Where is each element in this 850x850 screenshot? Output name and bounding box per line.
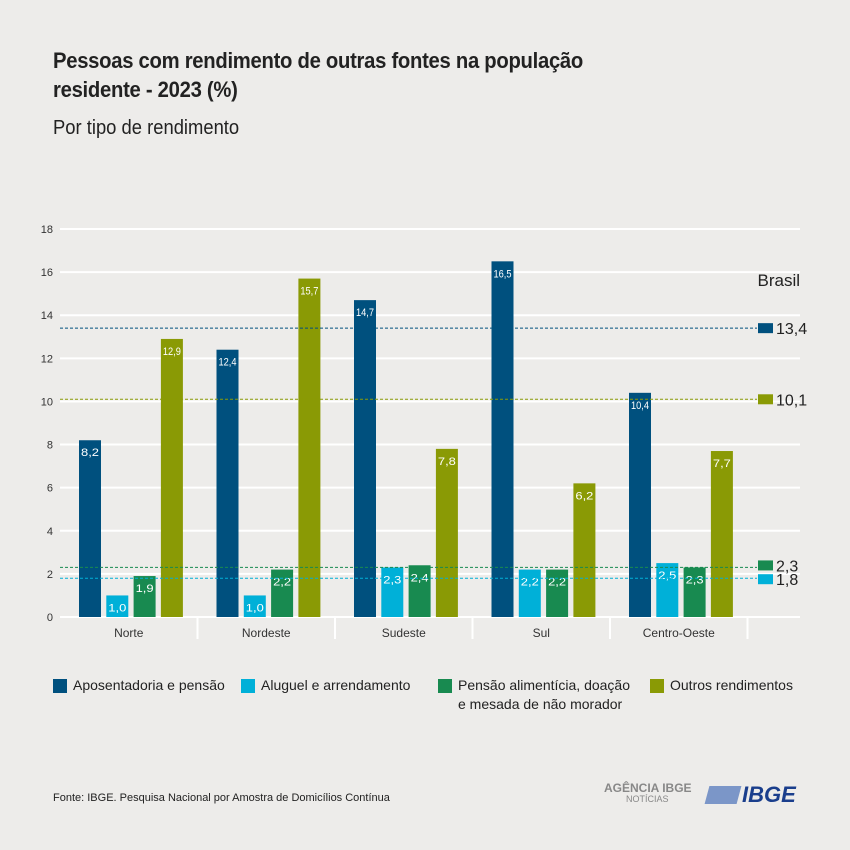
x-tick-label: Norte	[114, 626, 144, 640]
bar-value-label: 16,5	[494, 268, 512, 280]
y-tick-label: 14	[41, 310, 53, 322]
bar-value-label: 14,7	[356, 307, 374, 319]
bar	[354, 300, 376, 617]
bar-value-label: 7,8	[438, 456, 456, 468]
bar-value-label: 2,2	[548, 577, 566, 589]
y-tick-label: 8	[47, 440, 53, 452]
bar	[133, 576, 156, 617]
y-tick-label: 2	[47, 569, 53, 581]
y-tick-label: 0	[47, 612, 53, 624]
bar-value-label: 12,4	[219, 357, 237, 369]
legend-swatch	[650, 679, 664, 693]
y-tick-label: 10	[41, 396, 53, 408]
y-tick-label: 6	[47, 483, 53, 495]
bar	[216, 349, 239, 617]
bar-value-label: 10,4	[631, 400, 649, 412]
bar	[518, 569, 541, 617]
bar-value-label: 7,7	[713, 458, 731, 470]
bar-value-label: 1,9	[136, 583, 154, 595]
x-tick-label: Sul	[533, 626, 550, 640]
bar	[683, 567, 706, 617]
bar-value-label: 2,5	[658, 570, 676, 582]
x-tick-label: Nordeste	[242, 626, 291, 640]
x-tick-label: Centro-Oeste	[643, 626, 715, 640]
legend-swatch	[241, 679, 255, 693]
bar	[491, 261, 514, 617]
reference-value-label: 13,4	[776, 321, 807, 338]
legend-swatch	[53, 679, 67, 693]
bar	[271, 569, 294, 617]
bar	[381, 567, 404, 617]
bar	[298, 278, 321, 617]
bar-value-label: 2,3	[383, 574, 401, 586]
bar-value-label: 2,4	[411, 572, 429, 584]
bar-value-label: 12,9	[163, 346, 181, 358]
bar	[629, 392, 651, 617]
reference-title: Brasil	[757, 271, 800, 290]
bar	[573, 483, 596, 617]
bar-value-label: 8,2	[81, 447, 99, 459]
y-tick-label: 4	[47, 526, 53, 538]
y-tick-label: 12	[41, 353, 53, 365]
reference-swatch	[758, 323, 773, 334]
legend-swatch	[438, 679, 452, 693]
bar	[160, 338, 183, 617]
bar-value-label: 1,0	[246, 602, 264, 614]
bar-value-label: 2,3	[686, 574, 704, 586]
bar	[106, 595, 129, 617]
reference-swatch	[758, 560, 773, 571]
agencia-ibge-logo: AGÊNCIA IBGE NOTÍCIAS	[604, 781, 692, 804]
bar-value-label: 6,2	[575, 490, 593, 502]
bar-value-label: 2,2	[273, 577, 291, 589]
chart-subtitle: Por tipo de rendimento	[53, 117, 240, 139]
reference-value-label: 2,3	[776, 558, 798, 575]
reference-swatch	[758, 574, 773, 585]
x-tick-label: Sudeste	[382, 626, 426, 640]
chart-title: Pessoas com rendimento de outras fontes …	[53, 48, 584, 102]
bar-value-label: 1,0	[108, 602, 126, 614]
y-tick-label: 18	[41, 224, 53, 236]
bar-value-label: 2,2	[521, 577, 539, 589]
reference-value-label: 1,8	[776, 572, 798, 589]
bar	[435, 448, 458, 617]
y-tick-label: 16	[41, 267, 53, 279]
bar-chart: 0 2 4 6 8 10 12 14 16 18 Norte 8,2 1,0 1,9 12,9 Nordest…	[41, 224, 807, 640]
bar	[710, 451, 733, 617]
source-note: Fonte: IBGE. Pesquisa Nacional por Amost…	[53, 792, 390, 804]
bar-value-label: 15,7	[300, 286, 318, 298]
bar	[656, 563, 679, 617]
bar	[79, 440, 101, 617]
bar	[546, 569, 569, 617]
reference-value-label: 10,1	[776, 392, 807, 409]
ibge-logo: IBGE	[704, 782, 796, 808]
bar	[243, 595, 266, 617]
reference-swatch	[758, 394, 773, 405]
